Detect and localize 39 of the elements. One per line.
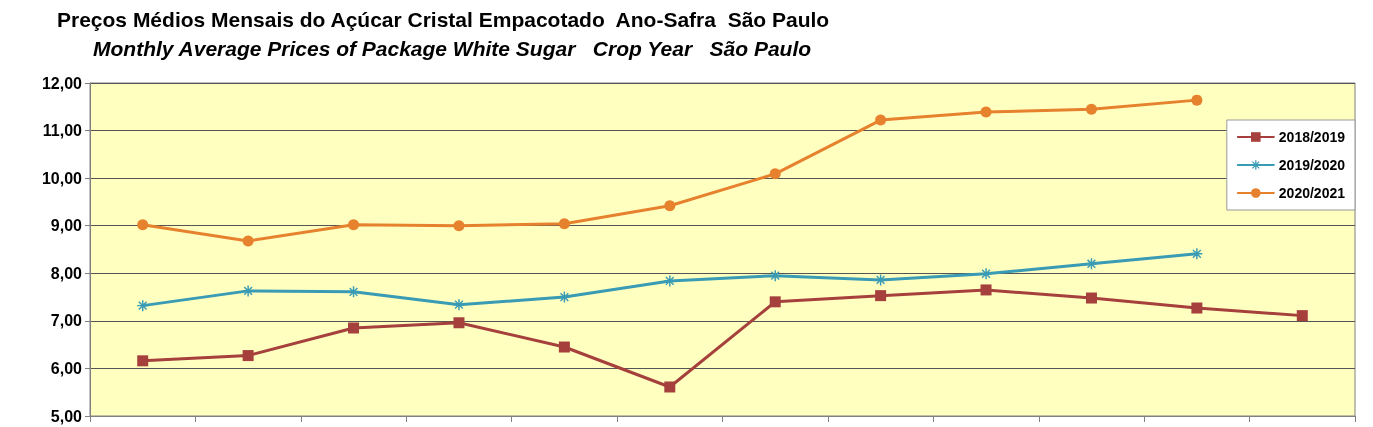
y-tick-label: 11,00 [42,122,83,140]
y-tick-label: 6,00 [50,359,83,377]
point [664,200,676,212]
point [769,168,781,180]
legend-label: 2019/2020 [1278,157,1346,173]
y-tick-label: 9,00 [50,217,83,235]
y-tick-label: 5,00 [50,407,83,425]
point [1191,94,1203,106]
point [1191,248,1203,260]
point [558,218,570,230]
legend-label: 2020/2021 [1278,185,1346,201]
point [242,350,254,362]
point [453,317,465,329]
point [1085,103,1097,115]
point [1085,292,1097,304]
point [980,284,992,296]
y-tick-label: 8,00 [50,264,83,282]
point [137,219,149,231]
point [1191,302,1203,314]
point [137,355,149,367]
point [664,381,676,393]
point [242,235,254,247]
point [348,219,360,231]
chart-title: Preços Médios Mensais do Açúcar Cristal Empacotado Ano-Safra São Paulo [57,8,830,31]
point [664,275,676,287]
point [980,106,992,118]
chart-subtitle: Monthly Average Prices of Package White Sugar Crop Year São Paulo [93,37,812,60]
point [558,341,570,353]
point [453,220,465,232]
point [769,296,781,308]
point [1296,310,1308,322]
y-tick-label: 10,00 [41,169,83,187]
point [348,322,360,334]
legend-label: 2018/2019 [1278,129,1346,145]
y-tick-label: 12,00 [41,74,83,92]
point [242,285,254,297]
point [875,114,887,126]
point [875,290,887,302]
y-tick-label: 7,00 [50,312,83,330]
